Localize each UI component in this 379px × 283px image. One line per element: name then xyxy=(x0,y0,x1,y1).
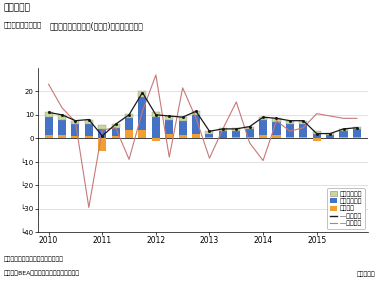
Bar xyxy=(259,117,267,119)
Bar xyxy=(326,135,334,138)
Bar xyxy=(71,124,80,136)
Bar xyxy=(71,136,80,138)
Bar xyxy=(58,135,66,138)
Bar xyxy=(192,115,200,134)
Bar xyxy=(125,114,133,118)
Bar xyxy=(152,112,160,117)
Bar xyxy=(259,119,267,135)
Bar xyxy=(246,137,254,138)
Bar xyxy=(273,135,280,138)
Bar xyxy=(192,111,200,115)
Text: （四半期）: （四半期） xyxy=(357,272,375,277)
Bar xyxy=(165,116,173,119)
Bar xyxy=(125,130,133,138)
Bar xyxy=(152,138,160,141)
Bar xyxy=(98,125,106,129)
Text: （図表５）: （図表５） xyxy=(4,3,31,12)
Bar xyxy=(165,134,173,138)
Bar xyxy=(205,137,213,138)
Bar xyxy=(286,137,294,138)
Bar xyxy=(313,138,321,141)
Bar xyxy=(353,137,361,138)
Bar xyxy=(232,137,240,138)
Bar xyxy=(58,119,66,135)
Bar xyxy=(340,129,348,131)
Bar xyxy=(273,122,280,135)
Bar xyxy=(152,117,160,138)
Bar xyxy=(85,124,93,136)
Bar xyxy=(138,97,146,130)
Bar xyxy=(192,134,200,138)
Bar xyxy=(232,131,240,137)
Bar xyxy=(138,130,146,138)
Bar xyxy=(340,137,348,138)
Bar xyxy=(112,124,120,128)
Bar xyxy=(299,137,307,138)
Bar xyxy=(179,121,187,135)
Bar xyxy=(112,128,120,136)
Bar xyxy=(138,91,146,97)
Bar xyxy=(98,138,106,151)
Text: （注）季節調整済系列の前期比年率: （注）季節調整済系列の前期比年率 xyxy=(4,256,64,262)
Bar xyxy=(58,115,66,119)
Bar xyxy=(219,128,227,131)
Bar xyxy=(179,117,187,121)
Text: （前期比年率、％）: （前期比年率、％） xyxy=(4,21,42,28)
Bar xyxy=(299,121,307,124)
Bar xyxy=(286,124,294,137)
Bar xyxy=(326,133,334,135)
Bar xyxy=(313,131,321,134)
Bar xyxy=(219,131,227,138)
Bar xyxy=(179,135,187,138)
Text: （資料）BEAよりニッセイ基礎研究所作成: （資料）BEAよりニッセイ基礎研究所作成 xyxy=(4,270,80,276)
Bar xyxy=(246,129,254,137)
Bar xyxy=(85,120,93,124)
Bar xyxy=(313,134,321,138)
Bar xyxy=(98,129,106,138)
Bar xyxy=(273,118,280,122)
Bar xyxy=(45,112,53,117)
Bar xyxy=(353,129,361,137)
Bar xyxy=(85,136,93,138)
Bar xyxy=(246,127,254,129)
Bar xyxy=(112,136,120,138)
Bar xyxy=(286,121,294,124)
Bar xyxy=(205,131,213,134)
Text: 米国の実質設備投資(寄与度)と実質住宅投資: 米国の実質設備投資(寄与度)と実質住宅投資 xyxy=(49,21,143,30)
Bar xyxy=(125,118,133,130)
Legend: 知的財産投賄, 設備機器投賄, 建設投賄, ―設備投賄, ―住宅投賄: 知的財産投賄, 設備機器投賄, 建設投賄, ―設備投賄, ―住宅投賄 xyxy=(327,188,365,229)
Bar xyxy=(299,124,307,137)
Bar xyxy=(165,119,173,134)
Bar xyxy=(71,121,80,124)
Bar xyxy=(45,135,53,138)
Bar xyxy=(353,127,361,129)
Bar xyxy=(259,135,267,138)
Bar xyxy=(205,134,213,137)
Bar xyxy=(45,117,53,135)
Bar xyxy=(340,131,348,137)
Bar xyxy=(232,128,240,131)
